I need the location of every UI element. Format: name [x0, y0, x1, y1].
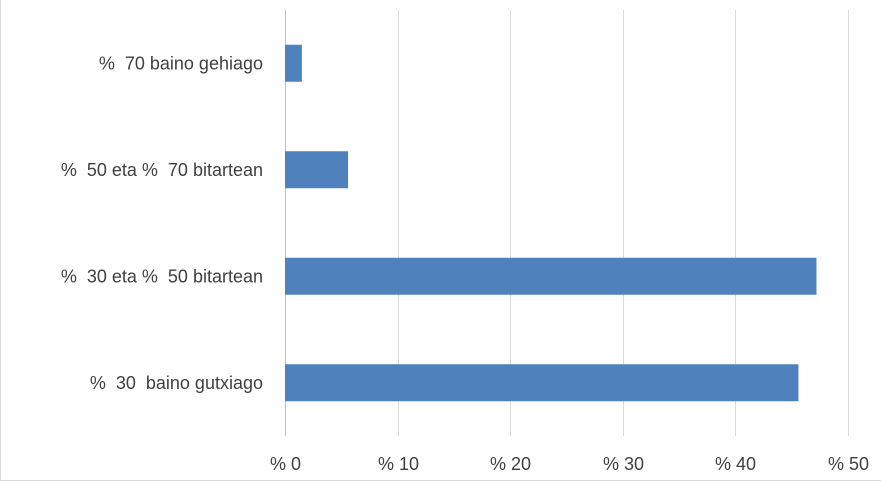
- x-tick-label: % 0: [270, 454, 301, 474]
- x-tick-label: % 50: [828, 454, 869, 474]
- category-label: % 30 baino gutxiago: [90, 373, 263, 393]
- x-tick-label: % 20: [490, 454, 531, 474]
- category-label: % 30 eta % 50 bitartean: [61, 266, 263, 286]
- tick-label-layer: % 0 % 10 % 20 % 30 % 40 % 50: [270, 454, 869, 474]
- bar: [285, 151, 349, 189]
- bar-layer: [285, 44, 817, 402]
- bar: [285, 364, 799, 402]
- x-tick-label: % 10: [378, 454, 419, 474]
- category-label: % 70 baino gehiago: [99, 53, 263, 73]
- bar: [285, 257, 817, 295]
- category-label: % 50 eta % 70 bitartean: [61, 160, 263, 180]
- x-tick-label: % 30: [603, 454, 644, 474]
- bar: [285, 44, 302, 82]
- x-tick-label: % 40: [715, 454, 756, 474]
- category-label-layer: % 70 baino gehiago % 50 eta % 70 bitartea…: [61, 53, 263, 393]
